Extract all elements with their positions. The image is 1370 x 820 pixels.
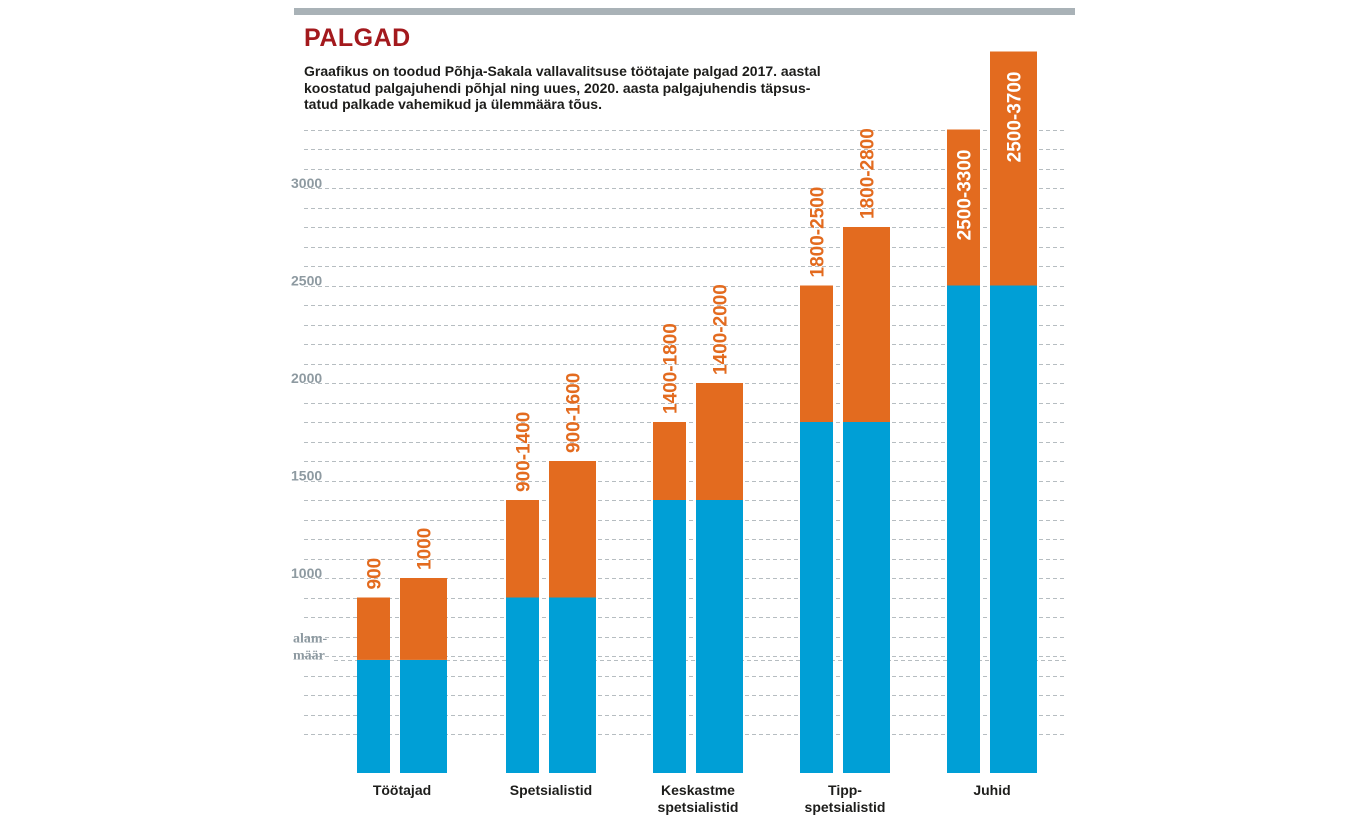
bar-value-label: 1400-1800 bbox=[661, 323, 682, 414]
chart-description: Graafikus on toodud Põhja-Sakala vallava… bbox=[304, 63, 844, 113]
bar-range bbox=[696, 383, 743, 500]
bar-range bbox=[400, 578, 447, 660]
y-tick-label: 3000 bbox=[291, 175, 322, 191]
category-labels: Töötajad Spetsialistid Keskastmespetsialis… bbox=[373, 782, 1011, 815]
bar-base bbox=[357, 659, 390, 773]
bar-value-label: 1800-2500 bbox=[808, 187, 829, 278]
bar-range bbox=[653, 422, 686, 500]
category-label: spetsialistid bbox=[805, 799, 886, 815]
min-wage-label: alam- bbox=[293, 632, 328, 647]
bar-base bbox=[506, 597, 539, 773]
y-tick-label: 1500 bbox=[291, 468, 322, 484]
bar-base bbox=[800, 422, 833, 773]
bar-value-label: 1000 bbox=[415, 528, 436, 570]
bar-value-label: 1400-2000 bbox=[711, 284, 732, 375]
bar-range bbox=[357, 597, 390, 660]
bar-base bbox=[549, 597, 596, 773]
bar-range bbox=[990, 51, 1037, 286]
bar-base bbox=[947, 285, 980, 773]
bar-value-label: 900-1400 bbox=[514, 412, 535, 492]
y-tick-label: 1000 bbox=[291, 565, 322, 581]
bar-base bbox=[696, 500, 743, 773]
bar-base bbox=[990, 285, 1037, 773]
bar-value-label: 2500-3700 bbox=[1005, 72, 1026, 163]
bar-range bbox=[506, 500, 539, 598]
bar-range bbox=[947, 129, 980, 286]
bars bbox=[357, 51, 1037, 773]
bar-range bbox=[800, 285, 833, 422]
description-line: Graafikus on toodud Põhja-Sakala vallava… bbox=[304, 63, 821, 79]
bar-value-label: 900 bbox=[365, 558, 386, 590]
y-axis: 1000 1500 2000 2500 3000 alam-määr bbox=[291, 175, 328, 664]
description-line: koostatud palgajuhendi põhjal ning uues,… bbox=[304, 79, 811, 96]
category-label: Tipp- bbox=[828, 782, 862, 798]
category-label: spetsialistid bbox=[658, 799, 739, 815]
bar-value-label: 1800-2800 bbox=[858, 128, 879, 219]
bar-labels: 900 1000 900-1400 900-1600 1400-1800 1400-200… bbox=[365, 72, 1026, 590]
category-label: Töötajad bbox=[373, 782, 431, 798]
description-line: tatud palkade vahemikud ja ülemmäära tõu… bbox=[304, 96, 602, 112]
category-label: Spetsialistid bbox=[510, 782, 592, 798]
y-tick-label: 2500 bbox=[291, 273, 322, 289]
bar-range bbox=[549, 461, 596, 598]
chart-title: PALGAD bbox=[304, 24, 411, 52]
bar-base bbox=[653, 500, 686, 773]
category-label: Keskastme bbox=[661, 782, 735, 798]
bar-base bbox=[843, 422, 890, 773]
bar-base bbox=[400, 659, 447, 773]
bar-range bbox=[843, 227, 890, 422]
top-rule bbox=[294, 8, 1075, 15]
y-tick-label: 2000 bbox=[291, 370, 322, 386]
bar-value-label: 900-1600 bbox=[564, 373, 585, 453]
category-label: Juhid bbox=[973, 782, 1010, 798]
bar-value-label: 2500-3300 bbox=[955, 150, 976, 241]
min-wage-label: määr bbox=[293, 649, 325, 664]
